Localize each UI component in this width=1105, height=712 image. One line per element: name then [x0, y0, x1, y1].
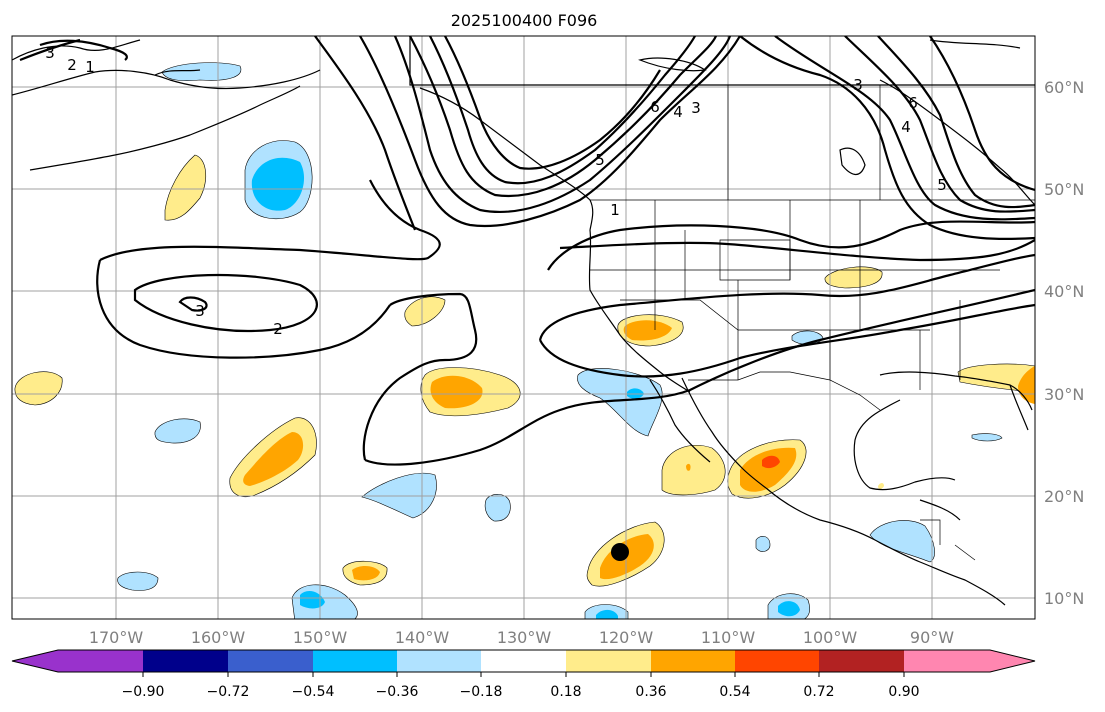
colorbar-segment: [819, 650, 904, 672]
lat-label: 30°N: [1044, 385, 1084, 404]
colorbar-outline: [11, 649, 1036, 673]
colorbar-tick-label: −0.36: [376, 684, 419, 700]
contour-label: 6: [650, 98, 660, 116]
contour-label: 2: [67, 56, 77, 74]
negative-anomaly-region: [484, 494, 511, 522]
colorbar-tick-label: −0.54: [292, 684, 335, 700]
negative-anomaly-region: [154, 418, 201, 444]
contour-label: 2: [273, 320, 283, 338]
lon-label: 100°W: [803, 628, 858, 647]
latitude-labels: 60°N 50°N 40°N 30°N 20°N 10°N: [1044, 78, 1084, 608]
lon-label: 160°W: [191, 628, 246, 647]
colorbar-segment: [313, 650, 397, 672]
positive-anomaly-region: [740, 447, 797, 492]
contour-label: 1: [610, 201, 620, 219]
colorbar-segment: [735, 650, 819, 672]
contour-labels: 3 2 1 3 2 6 4 3 5 1 3 6 4 5: [45, 44, 947, 338]
negative-anomaly-region: [251, 157, 305, 211]
plot-area: 3 2 1 3 2 6 4 3 5 1 3 6 4 5: [12, 36, 1035, 619]
lat-label: 60°N: [1044, 78, 1084, 97]
negative-anomaly-region: [778, 601, 800, 617]
lon-label: 120°W: [599, 628, 654, 647]
positive-anomaly-region: [404, 296, 446, 327]
colorbar-tick-label: 0.18: [550, 684, 581, 700]
positive-anomaly-region: [661, 444, 726, 496]
negative-anomaly-region: [596, 609, 618, 619]
lon-label: 140°W: [395, 628, 450, 647]
positive-anomaly-region: [164, 154, 207, 221]
lon-label: 170°W: [89, 628, 144, 647]
lat-label: 50°N: [1044, 180, 1084, 199]
height-contours: [19, 36, 1035, 466]
contour-label: 4: [673, 103, 683, 121]
contour-label: 3: [853, 76, 863, 94]
colorbar-ticks: [142, 672, 905, 677]
colorbar-tick-label: −0.90: [122, 684, 165, 700]
positive-anomaly-region: [243, 432, 304, 486]
positive-anomaly-region: [430, 375, 483, 409]
colorbar-segment: [566, 650, 651, 672]
longitude-labels: 170°W 160°W 150°W 140°W 130°W 120°W 110°…: [89, 628, 954, 647]
positive-anomaly-region: [762, 455, 780, 469]
colorbar-tick-label: −0.18: [460, 684, 503, 700]
colorbar-segment: [481, 650, 566, 672]
coastlines: [12, 36, 1035, 606]
contour-label: 3: [45, 44, 55, 62]
colorbar-segment: [904, 650, 1035, 672]
lon-label: 90°W: [910, 628, 954, 647]
contour-label: 4: [901, 118, 911, 136]
colorbar-tick-label: 0.72: [803, 684, 834, 700]
negative-anomaly-region: [300, 590, 325, 609]
contour-label: 1: [85, 58, 95, 76]
contour-label: 3: [195, 302, 205, 320]
lon-label: 150°W: [293, 628, 348, 647]
lon-label: 130°W: [497, 628, 552, 647]
lon-label: 110°W: [701, 628, 756, 647]
colorbar-tick-label: −0.72: [207, 684, 250, 700]
colorbar-tick-label: 0.54: [719, 684, 750, 700]
colorbar-tick-label: 0.36: [635, 684, 666, 700]
negative-anomaly-region: [971, 433, 1003, 442]
colorbar-segment: [143, 650, 228, 672]
contour-label: 5: [937, 176, 947, 194]
storm-marker: [611, 543, 629, 561]
colorbar-segment: [651, 650, 735, 672]
lat-label: 20°N: [1044, 487, 1084, 506]
colorbar-segment: [397, 650, 481, 672]
negative-anomaly-region: [161, 62, 242, 82]
contour-label: 3: [691, 99, 701, 117]
positive-anomaly-region: [686, 463, 691, 471]
negative-anomaly-region: [117, 571, 159, 591]
lat-label: 10°N: [1044, 589, 1084, 608]
contour-label: 5: [595, 151, 605, 169]
contour-label: 6: [908, 94, 918, 112]
positive-anomaly-region: [957, 363, 1035, 393]
positive-anomaly-region: [352, 566, 380, 581]
gridlines: [12, 36, 1035, 619]
colorbar-segment: [12, 650, 143, 672]
plot-frame: [11, 35, 1036, 620]
colorbar: −0.90 −0.72 −0.54 −0.36 −0.18 0.18 0.36 …: [11, 649, 1036, 700]
colorbar-segment: [228, 650, 313, 672]
colorbar-tick-label: 0.90: [888, 684, 919, 700]
lat-label: 40°N: [1044, 282, 1084, 301]
map-title: 2025100400 F096: [451, 11, 598, 30]
positive-anomaly-region: [878, 483, 884, 489]
negative-anomaly-region: [755, 536, 771, 552]
positive-anomaly-region: [623, 320, 672, 341]
